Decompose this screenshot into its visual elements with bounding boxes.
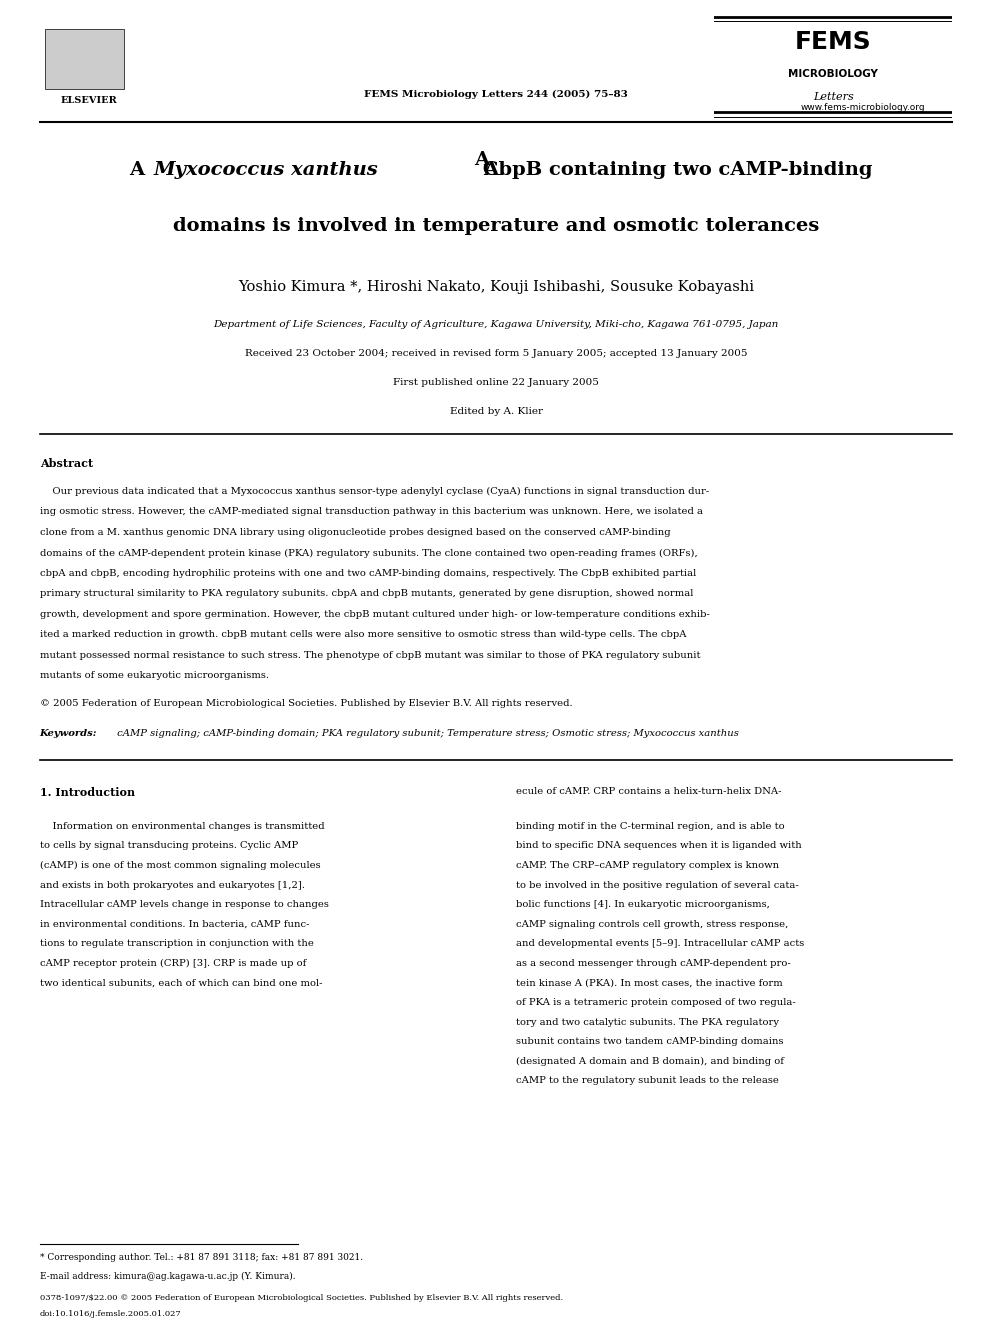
Text: Edited by A. Klier: Edited by A. Klier	[449, 407, 543, 417]
Text: ecule of cAMP. CRP contains a helix-turn-helix DNA-: ecule of cAMP. CRP contains a helix-turn…	[516, 786, 782, 795]
Text: * Corresponding author. Tel.: +81 87 891 3118; fax: +81 87 891 3021.: * Corresponding author. Tel.: +81 87 891…	[40, 1253, 363, 1262]
Text: of PKA is a tetrameric protein composed of two regula-: of PKA is a tetrameric protein composed …	[516, 998, 796, 1007]
Text: growth, development and spore germination. However, the cbpB mutant cultured und: growth, development and spore germinatio…	[40, 610, 709, 619]
Text: cAMP. The CRP–cAMP regulatory complex is known: cAMP. The CRP–cAMP regulatory complex is…	[516, 861, 779, 871]
Text: bind to specific DNA sequences when it is liganded with: bind to specific DNA sequences when it i…	[516, 841, 802, 851]
Text: tions to regulate transcription in conjunction with the: tions to regulate transcription in conju…	[40, 939, 313, 949]
Text: Department of Life Sciences, Faculty of Agriculture, Kagawa University, Miki-cho: Department of Life Sciences, Faculty of …	[213, 320, 779, 329]
Text: Abstract: Abstract	[40, 458, 93, 468]
Text: Received 23 October 2004; received in revised form 5 January 2005; accepted 13 J: Received 23 October 2004; received in re…	[245, 349, 747, 359]
Text: FEMS Microbiology Letters 244 (2005) 75–83: FEMS Microbiology Letters 244 (2005) 75–…	[364, 90, 628, 99]
Text: Myxococcus xanthus: Myxococcus xanthus	[154, 161, 379, 180]
Text: domains of the cAMP-dependent protein kinase (PKA) regulatory subunits. The clon: domains of the cAMP-dependent protein ki…	[40, 549, 697, 557]
Text: and exists in both prokaryotes and eukaryotes [1,2].: and exists in both prokaryotes and eukar…	[40, 881, 305, 889]
Text: mutant possessed normal resistance to such stress. The phenotype of cbpB mutant : mutant possessed normal resistance to su…	[40, 651, 700, 660]
Text: tory and two catalytic subunits. The PKA regulatory: tory and two catalytic subunits. The PKA…	[516, 1017, 779, 1027]
Text: 1. Introduction: 1. Introduction	[40, 786, 135, 798]
Text: as a second messenger through cAMP-dependent pro-: as a second messenger through cAMP-depen…	[516, 959, 791, 968]
Text: Yoshio Kimura *, Hiroshi Nakato, Kouji Ishibashi, Sousuke Kobayashi: Yoshio Kimura *, Hiroshi Nakato, Kouji I…	[238, 280, 754, 295]
Text: subunit contains two tandem cAMP-binding domains: subunit contains two tandem cAMP-binding…	[516, 1037, 784, 1046]
Text: cAMP signaling controls cell growth, stress response,: cAMP signaling controls cell growth, str…	[516, 919, 789, 929]
Text: clone from a M. xanthus genomic DNA library using oligonucleotide probes designe: clone from a M. xanthus genomic DNA libr…	[40, 528, 671, 537]
Text: ELSEVIER: ELSEVIER	[61, 97, 118, 105]
Text: and developmental events [5–9]. Intracellular cAMP acts: and developmental events [5–9]. Intracel…	[516, 939, 805, 949]
Text: in environmental conditions. In bacteria, cAMP func-: in environmental conditions. In bacteria…	[40, 919, 310, 929]
Text: mutants of some eukaryotic microorganisms.: mutants of some eukaryotic microorganism…	[40, 671, 269, 680]
Text: cAMP receptor protein (CRP) [3]. CRP is made up of: cAMP receptor protein (CRP) [3]. CRP is …	[40, 959, 307, 968]
Text: A: A	[129, 161, 151, 180]
Text: A: A	[483, 161, 509, 180]
Text: cAMP signaling; cAMP-binding domain; PKA regulatory subunit; Temperature stress;: cAMP signaling; cAMP-binding domain; PKA…	[114, 729, 739, 738]
Text: A: A	[474, 151, 496, 169]
Text: binding motif in the C-terminal region, and is able to: binding motif in the C-terminal region, …	[516, 822, 785, 831]
Text: to cells by signal transducing proteins. Cyclic AMP: to cells by signal transducing proteins.…	[40, 841, 298, 851]
Text: Information on environmental changes is transmitted: Information on environmental changes is …	[40, 822, 324, 831]
Text: Our previous data indicated that a Myxococcus xanthus sensor-type adenylyl cycla: Our previous data indicated that a Myxoc…	[40, 487, 709, 496]
FancyBboxPatch shape	[45, 29, 124, 89]
Text: domains is involved in temperature and osmotic tolerances: domains is involved in temperature and o…	[173, 217, 819, 235]
Text: www.fems-microbiology.org: www.fems-microbiology.org	[801, 103, 926, 112]
Text: E-mail address: kimura@ag.kagawa-u.ac.jp (Y. Kimura).: E-mail address: kimura@ag.kagawa-u.ac.jp…	[40, 1271, 296, 1281]
Text: © 2005 Federation of European Microbiological Societies. Published by Elsevier B: © 2005 Federation of European Microbiolo…	[40, 699, 572, 708]
Text: Intracellular cAMP levels change in response to changes: Intracellular cAMP levels change in resp…	[40, 900, 328, 909]
Text: Keywords:: Keywords:	[40, 729, 97, 738]
Text: 0378-1097/$22.00 © 2005 Federation of European Microbiological Societies. Publis: 0378-1097/$22.00 © 2005 Federation of Eu…	[40, 1294, 562, 1302]
Text: primary structural similarity to PKA regulatory subunits. cbpA and cbpB mutants,: primary structural similarity to PKA reg…	[40, 590, 693, 598]
Text: (cAMP) is one of the most common signaling molecules: (cAMP) is one of the most common signali…	[40, 861, 320, 871]
Text: MICROBIOLOGY: MICROBIOLOGY	[789, 69, 878, 79]
Text: tein kinase A (PKA). In most cases, the inactive form: tein kinase A (PKA). In most cases, the …	[516, 979, 783, 987]
Text: cAMP to the regulatory subunit leads to the release: cAMP to the regulatory subunit leads to …	[516, 1077, 779, 1085]
Text: doi:10.1016/j.femsle.2005.01.027: doi:10.1016/j.femsle.2005.01.027	[40, 1310, 182, 1318]
Text: ing osmotic stress. However, the cAMP-mediated signal transduction pathway in th: ing osmotic stress. However, the cAMP-me…	[40, 508, 702, 516]
Text: two identical subunits, each of which can bind one mol-: two identical subunits, each of which ca…	[40, 979, 322, 987]
Text: FEMS: FEMS	[795, 30, 872, 54]
Text: Letters: Letters	[812, 91, 854, 102]
Text: First published online 22 January 2005: First published online 22 January 2005	[393, 378, 599, 388]
Text: (designated A domain and B domain), and binding of: (designated A domain and B domain), and …	[516, 1057, 784, 1066]
Text: to be involved in the positive regulation of several cata-: to be involved in the positive regulatio…	[516, 881, 799, 889]
Text: cbpA and cbpB, encoding hydrophilic proteins with one and two cAMP-binding domai: cbpA and cbpB, encoding hydrophilic prot…	[40, 569, 696, 578]
Text: ited a marked reduction in growth. cbpB mutant cells were also more sensitive to: ited a marked reduction in growth. cbpB …	[40, 630, 686, 639]
Text: bolic functions [4]. In eukaryotic microorganisms,: bolic functions [4]. In eukaryotic micro…	[516, 900, 770, 909]
Text: CbpB containing two cAMP-binding: CbpB containing two cAMP-binding	[476, 161, 873, 180]
